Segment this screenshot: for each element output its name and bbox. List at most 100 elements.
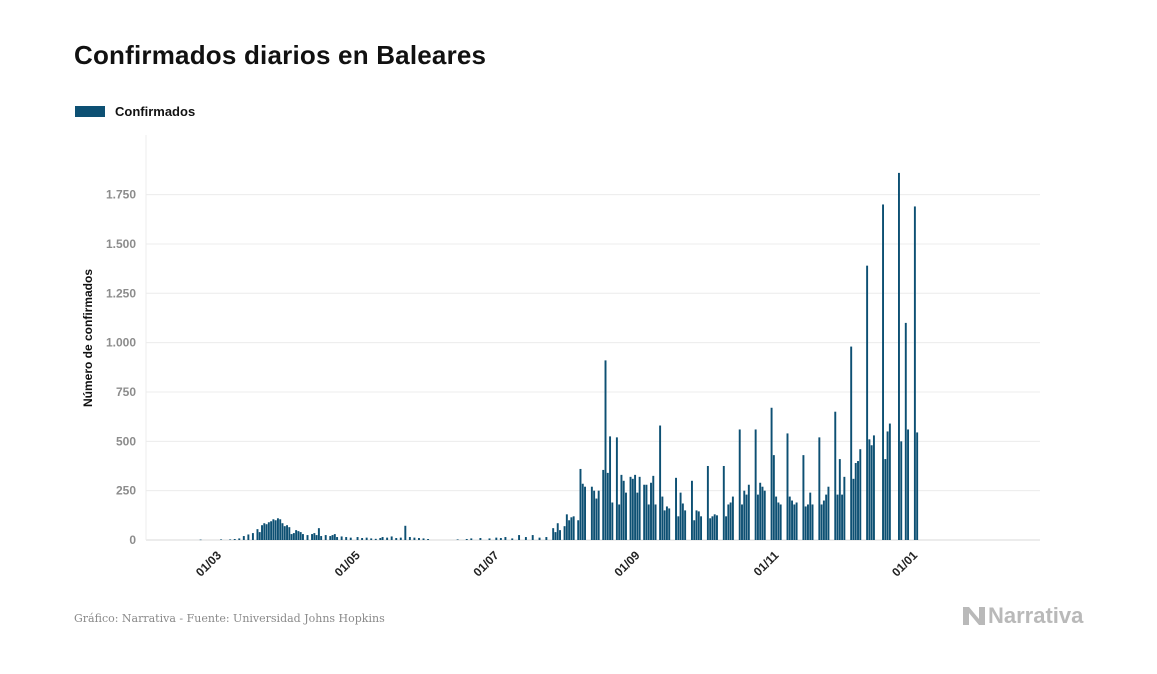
bar [615, 437, 618, 540]
bar [488, 538, 491, 540]
bar [804, 506, 807, 540]
bar [554, 532, 557, 540]
bar [807, 504, 809, 540]
bar [597, 490, 600, 540]
bar [313, 533, 316, 540]
bar [618, 504, 621, 540]
bar [652, 475, 655, 540]
bar [731, 496, 734, 540]
bar [772, 455, 775, 540]
bar [395, 538, 398, 540]
bar [563, 526, 566, 540]
bar [706, 465, 709, 540]
bar [333, 534, 336, 540]
bar [852, 478, 855, 540]
bar [504, 537, 507, 540]
bar [570, 517, 573, 540]
bar [267, 522, 270, 540]
bar [379, 538, 382, 540]
bar [511, 538, 514, 540]
bar [625, 492, 627, 540]
bar [913, 206, 916, 540]
bar [779, 504, 782, 540]
y-tick-label: 1.000 [106, 336, 136, 350]
bar [661, 496, 664, 540]
bar [261, 525, 263, 540]
y-tick-label: 1.750 [106, 188, 136, 202]
bar [297, 531, 300, 540]
bar [295, 530, 298, 540]
y-tick-label: 1.500 [106, 237, 136, 251]
bar [675, 477, 677, 540]
bar [581, 483, 584, 540]
bar [809, 492, 812, 540]
bar [761, 486, 764, 540]
bar [727, 504, 730, 540]
bar [579, 468, 582, 540]
bar [729, 502, 732, 540]
bar [233, 539, 236, 540]
bar [274, 520, 277, 540]
bar [709, 518, 712, 540]
bar [365, 537, 368, 540]
chart-title: Confirmados diarios en Baleares [74, 40, 487, 70]
bar [659, 425, 662, 540]
bar [559, 530, 561, 540]
bar [697, 511, 700, 540]
bar [859, 449, 862, 540]
bar [611, 502, 614, 540]
bar [290, 534, 293, 540]
bar [634, 474, 637, 540]
bar [568, 520, 571, 540]
bar [711, 516, 714, 540]
bar [386, 537, 389, 540]
bar [281, 523, 284, 540]
bar [802, 455, 805, 540]
bar [606, 472, 609, 540]
bar [251, 533, 254, 540]
bar [754, 429, 757, 540]
bar [822, 500, 825, 540]
y-tick-label: 500 [116, 434, 136, 448]
bar [884, 459, 887, 540]
bar [811, 504, 814, 540]
bar [622, 480, 625, 540]
bar [279, 519, 282, 540]
bar [636, 492, 639, 540]
bar [647, 504, 650, 540]
bar [882, 204, 884, 540]
bar [413, 537, 416, 540]
y-tick-label: 250 [116, 484, 136, 498]
y-tick-label: 0 [129, 533, 136, 547]
bar [538, 537, 541, 540]
bar [868, 439, 871, 540]
bar [577, 520, 580, 540]
bar [679, 492, 682, 540]
bar [663, 510, 666, 540]
bar [738, 429, 741, 540]
bar [716, 515, 718, 540]
bar [777, 502, 780, 540]
bar [668, 508, 671, 540]
bar [518, 535, 521, 540]
bar [242, 536, 245, 540]
bar [795, 502, 798, 540]
bar [306, 535, 309, 540]
bar [258, 532, 261, 540]
legend-swatch [75, 106, 105, 117]
y-tick-label: 1.250 [106, 286, 136, 300]
bar [898, 172, 900, 540]
bar [315, 535, 318, 540]
bar [345, 537, 348, 540]
bar [654, 504, 657, 540]
bar [602, 469, 605, 540]
bar [370, 538, 373, 540]
bar [631, 478, 634, 540]
bar [286, 525, 288, 540]
x-tick-label: 01/11 [751, 548, 782, 579]
bar [456, 539, 459, 540]
bar [556, 523, 559, 540]
bar [361, 538, 364, 540]
bar [743, 490, 746, 540]
bar [643, 484, 646, 540]
